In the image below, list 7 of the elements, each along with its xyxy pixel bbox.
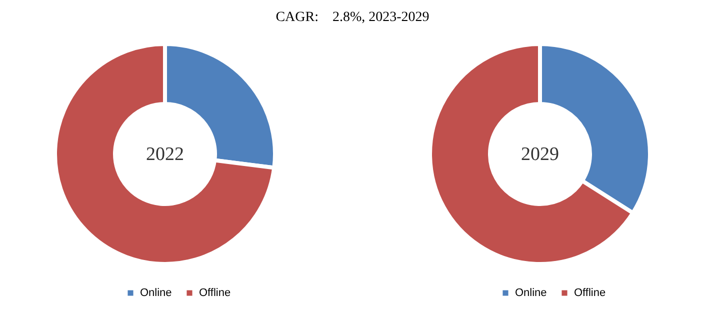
text: 2022 [146,144,184,165]
text: 2029 [521,144,559,165]
legend-label: Online [140,286,172,299]
legend-label: Offline [199,286,231,299]
legend-label: Offline [574,286,606,299]
legend-label: Online [515,286,547,299]
text: CAGR: 2.8%, 2023-2029 [276,10,430,25]
